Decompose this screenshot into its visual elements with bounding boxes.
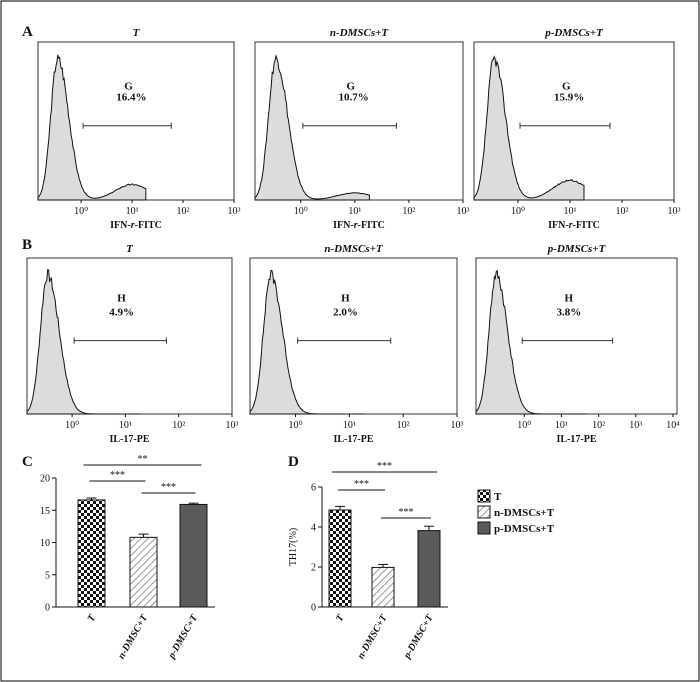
histogram-title: p-DMSCs+T <box>547 243 607 255</box>
histogram-title: n-DMSCs+T <box>324 243 384 255</box>
significance-label-1: *** <box>377 461 392 472</box>
y-tick-label: 15 <box>40 506 50 517</box>
gate-name: H <box>341 293 350 305</box>
legend-label-p: p-DMSCs+T <box>494 523 555 535</box>
histogram-a-3: p-DMSCs+T G15.9% 10⁰ 10¹ 10² 10³ IFN-r-FITC <box>473 27 681 231</box>
significance-label-3: *** <box>399 507 414 518</box>
legend-swatch-t <box>477 489 491 503</box>
gate-name: G <box>347 80 356 92</box>
histogram-a-1: T G16.4% 10⁰ 10¹ 10² 10³ IFN-r-FITC <box>37 27 241 231</box>
x-tick-label: 10⁴ <box>666 420 680 431</box>
gate-percent: 10.7% <box>339 91 369 103</box>
x-axis-label: IFN-r-FITC <box>333 220 385 231</box>
x-axis-label: IL-17-PE <box>557 434 597 445</box>
category-label-1: T <box>334 612 347 624</box>
x-tick-label: 10³ <box>668 206 681 217</box>
legend-label-n: n-DMSCs+T <box>494 507 555 519</box>
histogram-b-3: p-DMSCs+T H 3.8% 10⁰ 10¹ 10² 10³ 10⁴ IL-17-PE <box>475 243 680 445</box>
gate-percent: 3.8% <box>556 307 581 319</box>
histogram-row-b: T H 4.9% 10⁰ 10¹ 10² 10³ IL-17-PE n-DMSCs+T H 2.0%… <box>26 243 680 445</box>
x-tick-label: 10¹ <box>126 206 139 217</box>
histogram-b-1: T H 4.9% 10⁰ 10¹ 10² 10³ IL-17-PE <box>26 243 239 445</box>
y-tick-label: 0 <box>311 603 316 614</box>
x-tick-label: 10⁰ <box>65 420 79 431</box>
x-tick-label: 10³ <box>457 206 470 217</box>
histogram-b-2: n-DMSCs+T H 2.0% 10⁰ 10¹ 10² 10³ IL-17-PE <box>249 243 464 445</box>
panel-letter-c: C <box>22 454 33 470</box>
histogram-curve <box>254 54 370 201</box>
histogram-curve <box>37 54 147 201</box>
gate-name: H <box>564 293 573 305</box>
gate-percent: 2.0% <box>333 307 358 319</box>
panel-letter-a: A <box>22 24 33 40</box>
bar-3 <box>417 530 441 608</box>
histogram-title: T <box>133 27 141 39</box>
x-tick-label: 10¹ <box>564 206 577 217</box>
histogram-curve <box>26 268 140 415</box>
x-tick-label: 10² <box>402 206 415 217</box>
panel-letter-b: B <box>22 237 32 253</box>
x-tick-label: 10⁰ <box>511 206 525 217</box>
x-tick-label: 10² <box>592 420 605 431</box>
x-tick-label: 10² <box>616 206 629 217</box>
gate-name: G <box>124 80 133 92</box>
x-axis-label: IL-17-PE <box>110 434 150 445</box>
y-tick-label: 20 <box>40 474 50 485</box>
x-tick-label: 10² <box>397 420 410 431</box>
y-tick-label: 5 <box>45 570 50 581</box>
significance-label-3: *** <box>161 482 176 493</box>
y-tick-label: 0 <box>45 603 50 614</box>
x-tick-label: 10⁰ <box>517 420 531 431</box>
x-tick-label: 10² <box>177 206 190 217</box>
x-tick-label: 10³ <box>226 420 239 431</box>
panel-letter-d: D <box>288 454 299 470</box>
histogram-curve <box>475 269 587 415</box>
legend-swatch-p <box>477 521 491 535</box>
significance-label-1: ** <box>138 454 148 465</box>
legend: T n-DMSCs+T p-DMSCs+T <box>477 489 555 535</box>
x-tick-label: 10¹ <box>555 420 568 431</box>
histogram-curve <box>249 269 364 415</box>
x-tick-label: 10¹ <box>348 206 361 217</box>
histogram-curve <box>473 55 585 201</box>
x-tick-label: 10³ <box>451 420 464 431</box>
bar-2 <box>371 566 395 608</box>
category-label-1: T <box>86 612 99 624</box>
x-axis-label: IL-17-PE <box>334 434 374 445</box>
legend-label-t: T <box>494 491 502 503</box>
gate-percent: 4.9% <box>109 307 134 319</box>
x-tick-label: 10³ <box>228 206 241 217</box>
bar-1 <box>77 499 106 608</box>
legend-swatch-n <box>477 505 491 519</box>
x-tick-label: 10⁰ <box>294 206 308 217</box>
significance-label-2: *** <box>110 470 125 481</box>
x-tick-label: 10³ <box>629 420 642 431</box>
histogram-title: T <box>126 243 134 255</box>
y-tick-label: 4 <box>311 523 316 534</box>
gate-name: G <box>562 80 571 92</box>
bar-2 <box>129 536 158 608</box>
y-tick-label: 2 <box>311 563 316 574</box>
bar-3 <box>179 503 208 608</box>
x-tick-label: 10² <box>172 420 185 431</box>
y-tick-label: 6 <box>311 483 316 494</box>
x-tick-label: 10¹ <box>343 420 356 431</box>
significance-label-2: *** <box>354 479 369 490</box>
histogram-title: p-DMSCs+T <box>544 27 604 39</box>
histogram-title: n-DMSCs+T <box>330 27 390 39</box>
x-tick-label: 10⁰ <box>74 206 88 217</box>
y-tick-label: 10 <box>40 538 50 549</box>
x-tick-label: 10¹ <box>119 420 132 431</box>
y-axis-label: TH17(%) <box>288 528 299 566</box>
histogram-a-2: n-DMSCs+T G10.7% 10⁰ 10¹ 10² 10³ IFN-r-FITC <box>254 27 470 231</box>
bar-1 <box>328 509 352 608</box>
x-tick-label: 10⁰ <box>289 420 303 431</box>
x-axis-label: IFN-r-FITC <box>110 220 162 231</box>
x-axis-label: IFN-r-FITC <box>548 220 600 231</box>
gate-percent: 16.4% <box>116 91 146 103</box>
gate-percent: 15.9% <box>554 91 584 103</box>
gate-name: H <box>117 293 126 305</box>
